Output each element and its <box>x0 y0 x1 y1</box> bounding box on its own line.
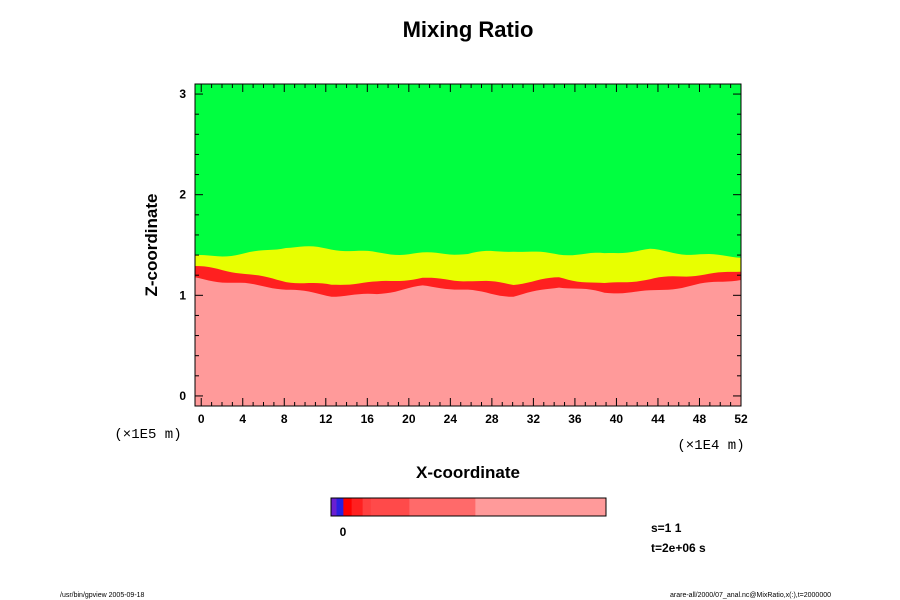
colorbar-segment <box>331 498 337 516</box>
x-tick-label: 40 <box>610 412 624 426</box>
x-tick-label: 28 <box>485 412 499 426</box>
x-tick-label: 48 <box>693 412 707 426</box>
colorbar-segment <box>343 498 353 516</box>
x-tick-label: 8 <box>281 412 288 426</box>
x-tick-label: 24 <box>444 412 458 426</box>
y-axis-ticks: 0 1 2 3 <box>179 87 741 403</box>
annotation-t: t=2e+06 s <box>651 541 706 555</box>
x-axis-ticks: 0 4 8 12 16 20 24 28 32 36 40 44 48 52 <box>198 84 748 426</box>
colorbar-label: 0 <box>340 525 347 539</box>
heatmap-field <box>195 84 741 406</box>
colorbar-segment <box>475 498 607 516</box>
x-tick-label: 20 <box>402 412 416 426</box>
x-tick-label: 0 <box>198 412 205 426</box>
x-tick-label: 36 <box>568 412 582 426</box>
x-tick-label: 32 <box>527 412 541 426</box>
y-tick-label: 3 <box>179 87 186 101</box>
x-tick-label: 16 <box>361 412 375 426</box>
colorbar-segment <box>362 498 372 516</box>
colorbar-segment <box>336 498 344 516</box>
footer-left: /usr/bin/gpview 2005-09-18 <box>60 592 145 599</box>
y-axis-title: Z-coordinate <box>142 194 161 297</box>
colorbar-segment <box>409 498 476 516</box>
plot-frame <box>194 83 742 407</box>
x-tick-label: 52 <box>734 412 748 426</box>
colorbar <box>330 497 607 517</box>
x-tick-label: 44 <box>651 412 665 426</box>
x-tick-label: 4 <box>239 412 246 426</box>
colorbar-segment <box>370 498 410 516</box>
y-tick-label: 2 <box>179 188 186 202</box>
annotation-s: s=1 1 <box>651 521 682 535</box>
x-scale-label: (×1E4 m) <box>677 438 744 454</box>
chart-title: Mixing Ratio <box>403 17 534 42</box>
layer-lower <box>195 277 741 406</box>
y-tick-label: 1 <box>179 288 186 302</box>
y-scale-label: (×1E5 m) <box>114 427 181 443</box>
x-tick-label: 12 <box>319 412 333 426</box>
footer-right: arare-all/2000/07_anal.nc@MixRatio,x(:),… <box>670 592 831 599</box>
x-axis-title: X-coordinate <box>416 463 520 482</box>
colorbar-segment <box>351 498 364 516</box>
colorbar-frame <box>330 497 607 517</box>
y-tick-label: 0 <box>179 389 186 403</box>
